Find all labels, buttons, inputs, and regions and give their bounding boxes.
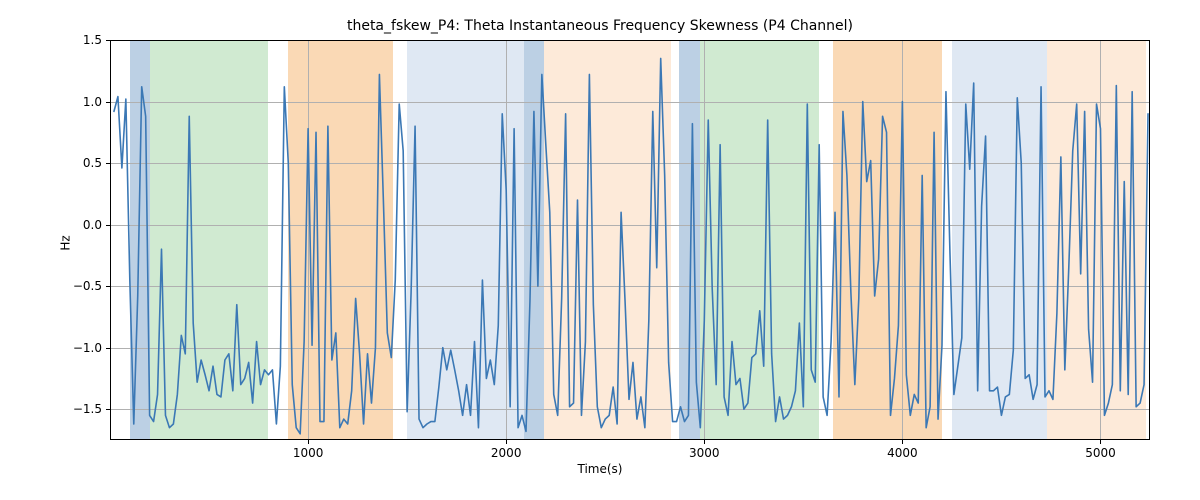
x-tick-mark [506, 440, 507, 444]
y-tick-label: −1.0 [73, 341, 102, 355]
y-tick-label: 1.0 [83, 95, 102, 109]
x-tick-label: 1000 [293, 446, 324, 460]
y-tick-label: −0.5 [73, 279, 102, 293]
y-tick-label: 0.5 [83, 156, 102, 170]
y-tick-mark [106, 409, 110, 410]
y-tick-label: 1.5 [83, 33, 102, 47]
x-tick-mark [902, 440, 903, 444]
y-tick-mark [106, 286, 110, 287]
x-tick-label: 5000 [1085, 446, 1116, 460]
x-tick-mark [1100, 440, 1101, 444]
x-tick-label: 4000 [887, 446, 918, 460]
x-tick-label: 3000 [689, 446, 720, 460]
y-tick-mark [106, 102, 110, 103]
x-tick-mark [704, 440, 705, 444]
y-tick-mark [106, 40, 110, 41]
y-tick-mark [106, 348, 110, 349]
plot-area [110, 40, 1150, 440]
y-tick-mark [106, 225, 110, 226]
y-tick-label: 0.0 [83, 218, 102, 232]
figure: theta_fskew_P4: Theta Instantaneous Freq… [0, 0, 1200, 500]
y-tick-label: −1.5 [73, 402, 102, 416]
x-tick-label: 2000 [491, 446, 522, 460]
x-axis-label: Time(s) [0, 462, 1200, 476]
y-tick-mark [106, 163, 110, 164]
line-series [110, 40, 1150, 440]
chart-title: theta_fskew_P4: Theta Instantaneous Freq… [0, 18, 1200, 34]
x-tick-mark [308, 440, 309, 444]
y-axis-label: Hz [59, 235, 73, 250]
